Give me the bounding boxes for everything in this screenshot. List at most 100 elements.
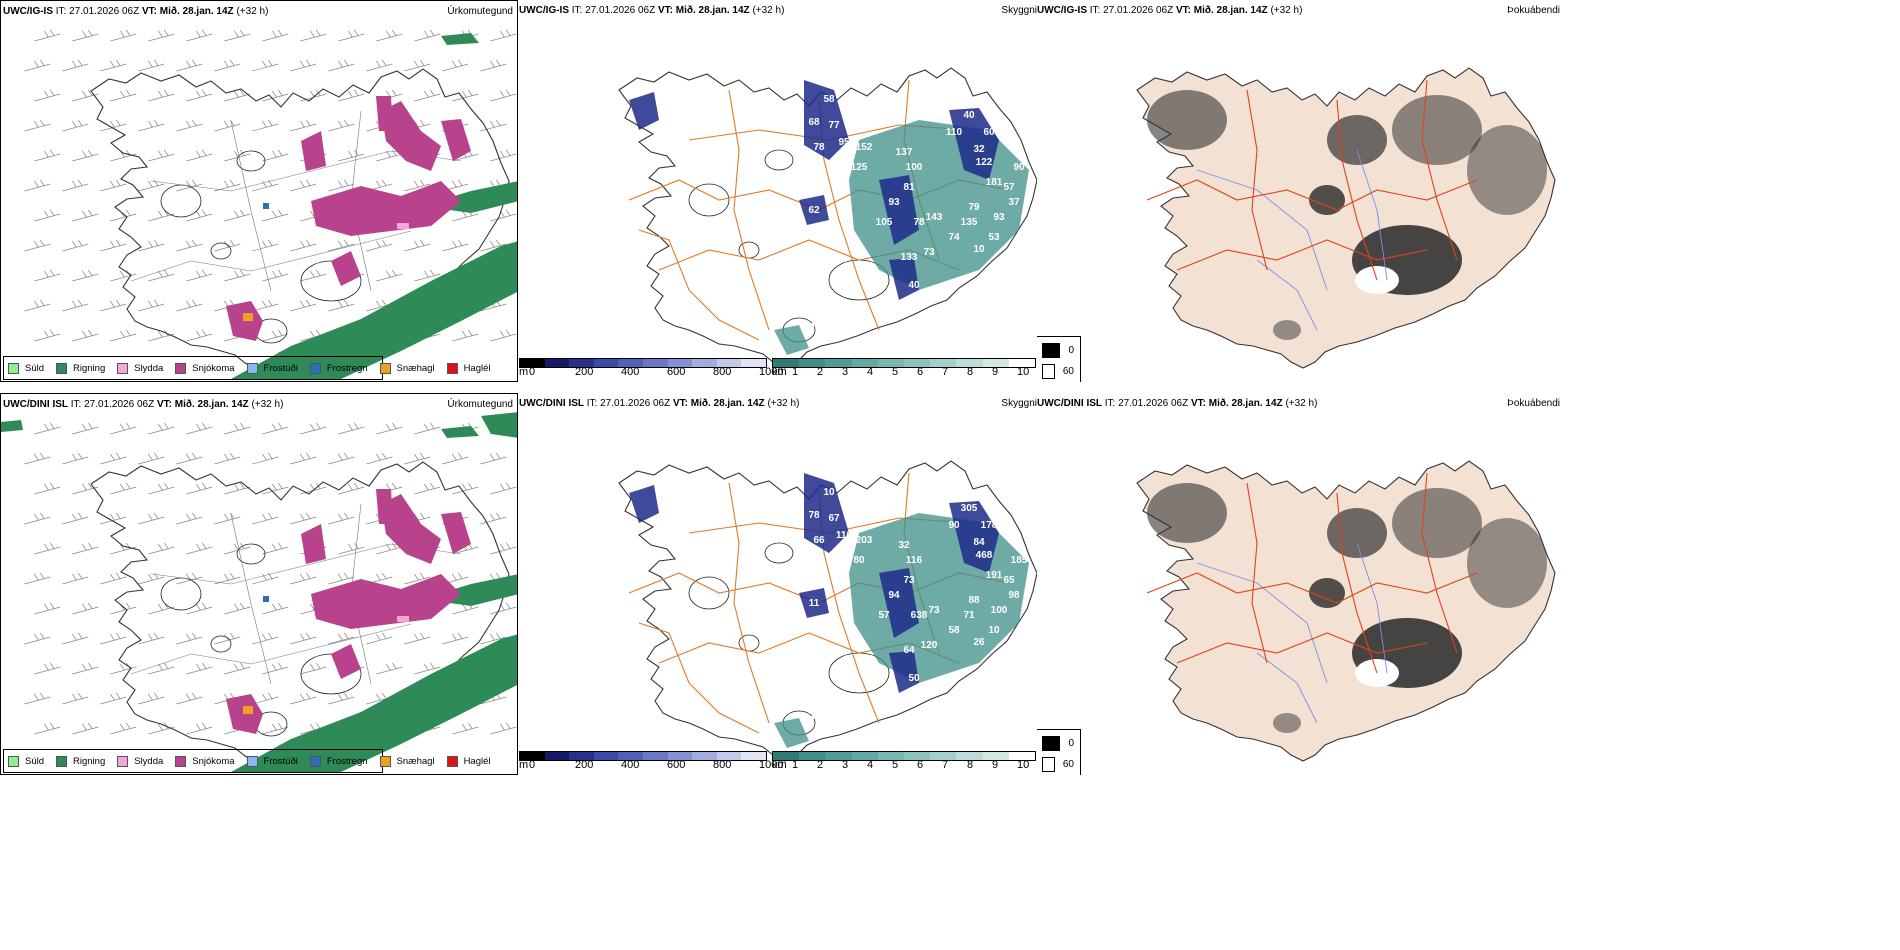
wind-barb [148,422,175,435]
legend-item: Frostregn [309,755,368,767]
it-label: IT: [1089,5,1101,16]
road [638,622,760,734]
rain-area [231,634,517,772]
colorbar-step [1008,359,1036,367]
colorbar-step [593,752,619,760]
vis-value-label: 100 [991,605,1008,616]
wind-barb [262,329,289,342]
colorbar-tick: 200 [575,366,594,378]
model-name: UWC/IG-IS [3,6,53,17]
wind-barb [24,452,51,465]
legend-label: Snjókoma [192,362,235,374]
wind-barb [328,119,355,132]
colorbar-step [716,359,742,367]
vis-value-label: 68 [808,117,820,128]
river [1256,259,1318,331]
legend-label: Súld [25,755,45,767]
fog-index-map [1136,67,1556,369]
legend-swatch [8,362,19,374]
wind-barb [252,572,279,585]
it-value: 27.01.2026 06Z [585,5,656,16]
colorbar-step [667,359,693,367]
wind-barb [376,422,403,435]
legend-swatch [175,755,187,767]
legend-item: Slydda [117,755,163,767]
vis-value-label: 71 [963,610,975,621]
vis-value-label: 62 [808,205,820,216]
vis-value-label: 40 [963,110,975,121]
low-vis-area-m [804,80,849,160]
panel-header: UWC/IG-IS IT: 27.01.2026 06Z VT: Mið. 28… [519,5,784,16]
road [1176,632,1428,664]
wind-barb [148,482,175,495]
wind-barb [252,59,279,72]
wind-barb [300,269,327,282]
wind-barb [100,512,127,525]
wind-barb [176,299,203,312]
wind-barb [186,209,213,222]
wind-barb [414,89,441,102]
road [638,229,760,341]
legend-item: Rigning [56,755,105,767]
wind-barb [290,119,317,132]
road [1246,482,1268,664]
wind-barb [290,299,317,312]
it-label: IT: [70,399,82,410]
legend-swatch [175,362,187,374]
colorbar-step [825,752,852,760]
wind-barb [214,512,241,525]
snow-area [311,181,461,236]
fog-legend: 0 60 [1037,729,1081,775]
wind-barb [110,329,137,342]
wind-barb [290,512,317,525]
wind-barb [72,149,99,162]
colorbar-tick: 10 [1017,366,1030,378]
model-name: UWC/IG-IS [1037,5,1087,16]
colorbar-step [904,359,931,367]
model-name: UWC/IG-IS [519,5,569,16]
colorbar-tick: 5 [892,366,899,378]
wind-barb [404,572,431,585]
wind-barb [290,59,317,72]
wind-barb [148,89,175,102]
snow-pellet-area [243,706,253,714]
wind-barb [176,119,203,132]
lead-time: (+32 h) [752,5,785,16]
vis-value-label: 73 [928,605,940,616]
glacier-outline [764,542,794,564]
legend-swatch [117,362,129,374]
vt-value: Mið. 28.jan. 14Z [159,6,234,17]
vis-value-label: 73 [923,247,935,258]
legend-item: Slydda [117,362,163,374]
snow-area [381,494,441,564]
legend-item: Haglél [446,755,491,767]
vt-value: Mið. 28.jan. 14Z [675,5,750,16]
legend-item: Rigning [56,362,105,374]
wind-barb [490,722,517,735]
river [1256,652,1318,724]
wind-barb [480,119,507,132]
wind-barb [24,119,51,132]
panel-header: UWC/DINI ISL IT: 27.01.2026 06Z VT: Mið.… [3,399,283,410]
wind-barb [442,239,469,252]
low-vis-area-m [879,568,919,638]
vis-value-label: 638 [911,610,928,621]
vis-value-label: 232 [921,112,938,123]
road [1146,179,1478,211]
snow-area [331,644,361,679]
vis-value-label: 78 [808,510,820,521]
lead-time: (+32 h) [236,6,269,17]
wind-barb [100,239,127,252]
wind-barb [214,239,241,252]
wind-barb [224,482,251,495]
sleet-area [397,223,409,229]
wind-barb [452,722,479,735]
vt-label: VT: [156,399,172,410]
vis-value-label: 11 [809,598,820,609]
vt-value: Mið. 28.jan. 14Z [174,399,249,410]
glacier-outline [688,576,730,610]
wind-barb [262,602,289,615]
wind-barb [452,329,479,342]
vt-label: VT: [672,398,688,409]
